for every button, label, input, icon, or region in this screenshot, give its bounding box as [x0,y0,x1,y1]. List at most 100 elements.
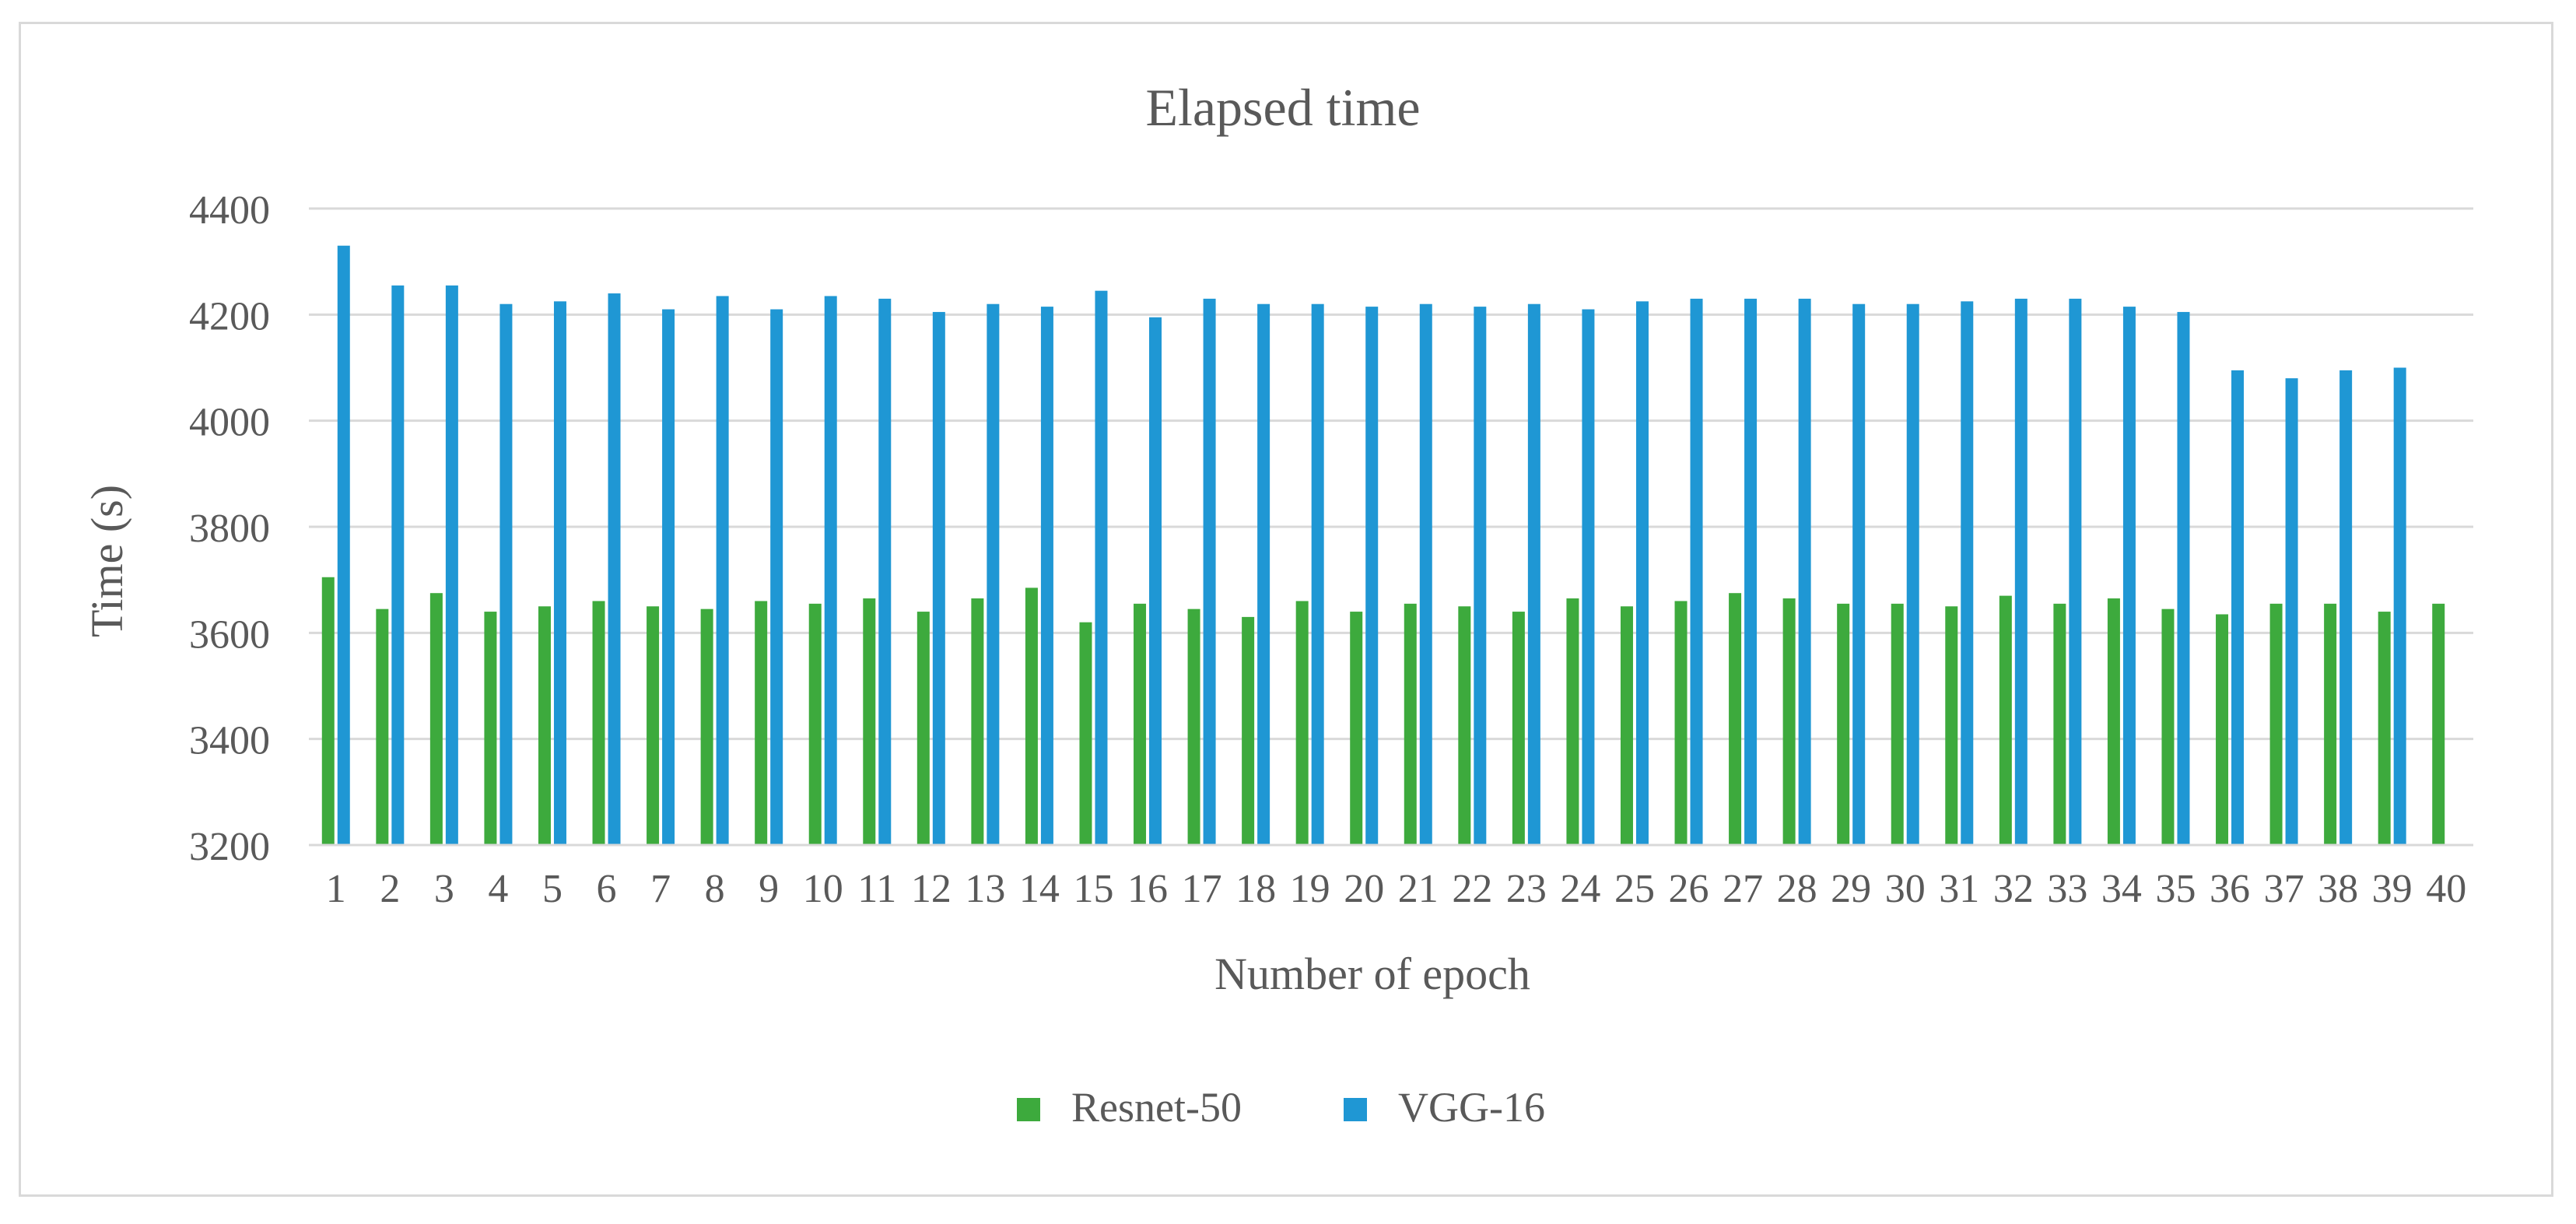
bar-resnet-50-epoch-3 [429,593,443,845]
legend: Resnet-50 VGG-16 [1017,1084,1545,1131]
x-tick-label: 20 [1344,867,1384,911]
bar-resnet-50-epoch-19 [1295,601,1309,845]
y-tick-label: 3800 [189,507,270,551]
x-tick-label: 27 [1723,867,1763,911]
x-tick-label: 21 [1398,867,1439,911]
chart-frame: Elapsed time 3200 3400 3600 3800 4000 4200 440… [19,22,2553,1197]
bar-vgg-16-epoch-6 [608,293,621,846]
bar-resnet-50-epoch-9 [755,601,768,845]
x-axis-ticks: 1 2 3 4 5 6 7 8 9 10 11 12 13 14 15 16 17 18 19 20 21 22 23 24 2… [326,867,2466,911]
legend-swatch-vgg-16 [1344,1098,1367,1121]
bar-resnet-50-epoch-23 [1512,612,1525,845]
x-tick-label: 36 [2210,867,2250,911]
bar-vgg-16-epoch-31 [1961,301,1974,846]
bar-resnet-50-epoch-40 [2432,603,2445,845]
bar-vgg-16-epoch-12 [932,311,945,845]
x-tick-label: 29 [1831,867,1871,911]
bar-vgg-16-epoch-20 [1365,307,1379,845]
x-tick-label: 15 [1073,867,1113,911]
bar-resnet-50-epoch-12 [916,612,930,845]
x-tick-label: 19 [1290,867,1330,911]
bar-vgg-16-epoch-26 [1690,298,1703,846]
x-tick-label: 38 [2318,867,2358,911]
x-tick-label: 40 [2426,867,2466,911]
bar-resnet-50-epoch-15 [1079,622,1092,845]
x-tick-label: 18 [1235,867,1276,911]
x-tick-label: 16 [1127,867,1168,911]
bar-vgg-16-epoch-11 [878,298,892,846]
bar-resnet-50-epoch-6 [592,601,605,845]
bar-resnet-50-epoch-38 [2324,603,2337,845]
bar-vgg-16-epoch-10 [824,296,837,846]
bar-resnet-50-epoch-24 [1566,598,1579,845]
bar-vgg-16-epoch-1 [337,245,350,845]
x-tick-label: 34 [2101,867,2142,911]
bar-vgg-16-epoch-15 [1095,290,1108,845]
bar-resnet-50-epoch-31 [1945,606,1958,845]
bar-resnet-50-epoch-30 [1891,603,1904,845]
x-tick-label: 1 [326,867,346,911]
x-tick-label: 39 [2372,867,2413,911]
x-tick-label: 31 [1939,867,1979,911]
bar-chart: Elapsed time 320034003600380040004200440… [82,78,2473,1131]
bar-resnet-50-epoch-22 [1458,606,1471,845]
bar-vgg-16-epoch-22 [1474,307,1487,845]
bar-vgg-16-epoch-36 [2231,370,2245,845]
bar-vgg-16-epoch-27 [1744,298,1758,846]
x-tick-label: 25 [1614,867,1655,911]
x-tick-label: 37 [2264,867,2304,911]
bar-vgg-16-epoch-18 [1257,303,1270,845]
y-tick-label: 4200 [189,294,270,338]
bar-vgg-16-epoch-23 [1527,303,1540,845]
y-tick-label: 3600 [189,612,270,657]
bar-resnet-50-epoch-5 [538,606,551,845]
chart-title: Elapsed time [1145,78,1420,137]
x-tick-label: 23 [1506,867,1547,911]
bar-vgg-16-epoch-16 [1149,317,1162,845]
bar-vgg-16-epoch-4 [499,303,513,845]
x-axis-label: Number of epoch [1214,949,1530,999]
bar-vgg-16-epoch-21 [1419,303,1432,845]
bar-vgg-16-epoch-14 [1040,307,1053,845]
bar-vgg-16-epoch-28 [1798,298,1811,846]
legend-swatch-resnet-50 [1017,1098,1040,1121]
x-tick-label: 32 [1993,867,2034,911]
bar-resnet-50-epoch-25 [1620,606,1633,845]
bar-resnet-50-epoch-21 [1404,603,1417,845]
bar-vgg-16-epoch-2 [391,285,405,845]
bars [321,245,2445,846]
bar-resnet-50-epoch-1 [321,577,335,845]
x-tick-label: 17 [1182,867,1222,911]
x-tick-label: 7 [650,867,671,911]
x-tick-label: 8 [705,867,725,911]
bar-resnet-50-epoch-14 [1025,587,1038,845]
bar-vgg-16-epoch-39 [2393,367,2406,845]
x-tick-label: 26 [1669,867,1709,911]
y-axis-ticks: 3200 3400 3600 3800 4000 4200 4400 [189,188,270,869]
x-tick-label: 5 [542,867,563,911]
bar-resnet-50-epoch-2 [376,608,389,845]
gridlines [309,207,2473,741]
bar-resnet-50-epoch-8 [700,608,713,845]
bar-vgg-16-epoch-38 [2339,370,2353,845]
bar-vgg-16-epoch-9 [770,309,783,845]
x-tick-label: 13 [965,867,1005,911]
x-tick-label: 2 [380,867,400,911]
bar-resnet-50-epoch-17 [1187,608,1200,845]
x-tick-label: 9 [759,867,779,911]
bar-vgg-16-epoch-29 [1852,303,1866,845]
bar-resnet-50-epoch-18 [1242,616,1255,845]
bar-resnet-50-epoch-32 [1999,595,2012,845]
x-tick-label: 28 [1777,867,1817,911]
bar-vgg-16-epoch-37 [2285,378,2298,846]
y-tick-label: 3400 [189,719,270,763]
x-tick-label: 33 [2047,867,2087,911]
x-tick-label: 12 [911,867,952,911]
y-tick-label: 3200 [189,825,270,869]
bar-resnet-50-epoch-36 [2216,614,2229,845]
legend-label: VGG-16 [1398,1084,1545,1131]
bar-vgg-16-epoch-8 [716,296,729,846]
bar-vgg-16-epoch-24 [1582,309,1595,845]
bar-resnet-50-epoch-26 [1674,601,1688,845]
bar-resnet-50-epoch-33 [2053,603,2066,845]
